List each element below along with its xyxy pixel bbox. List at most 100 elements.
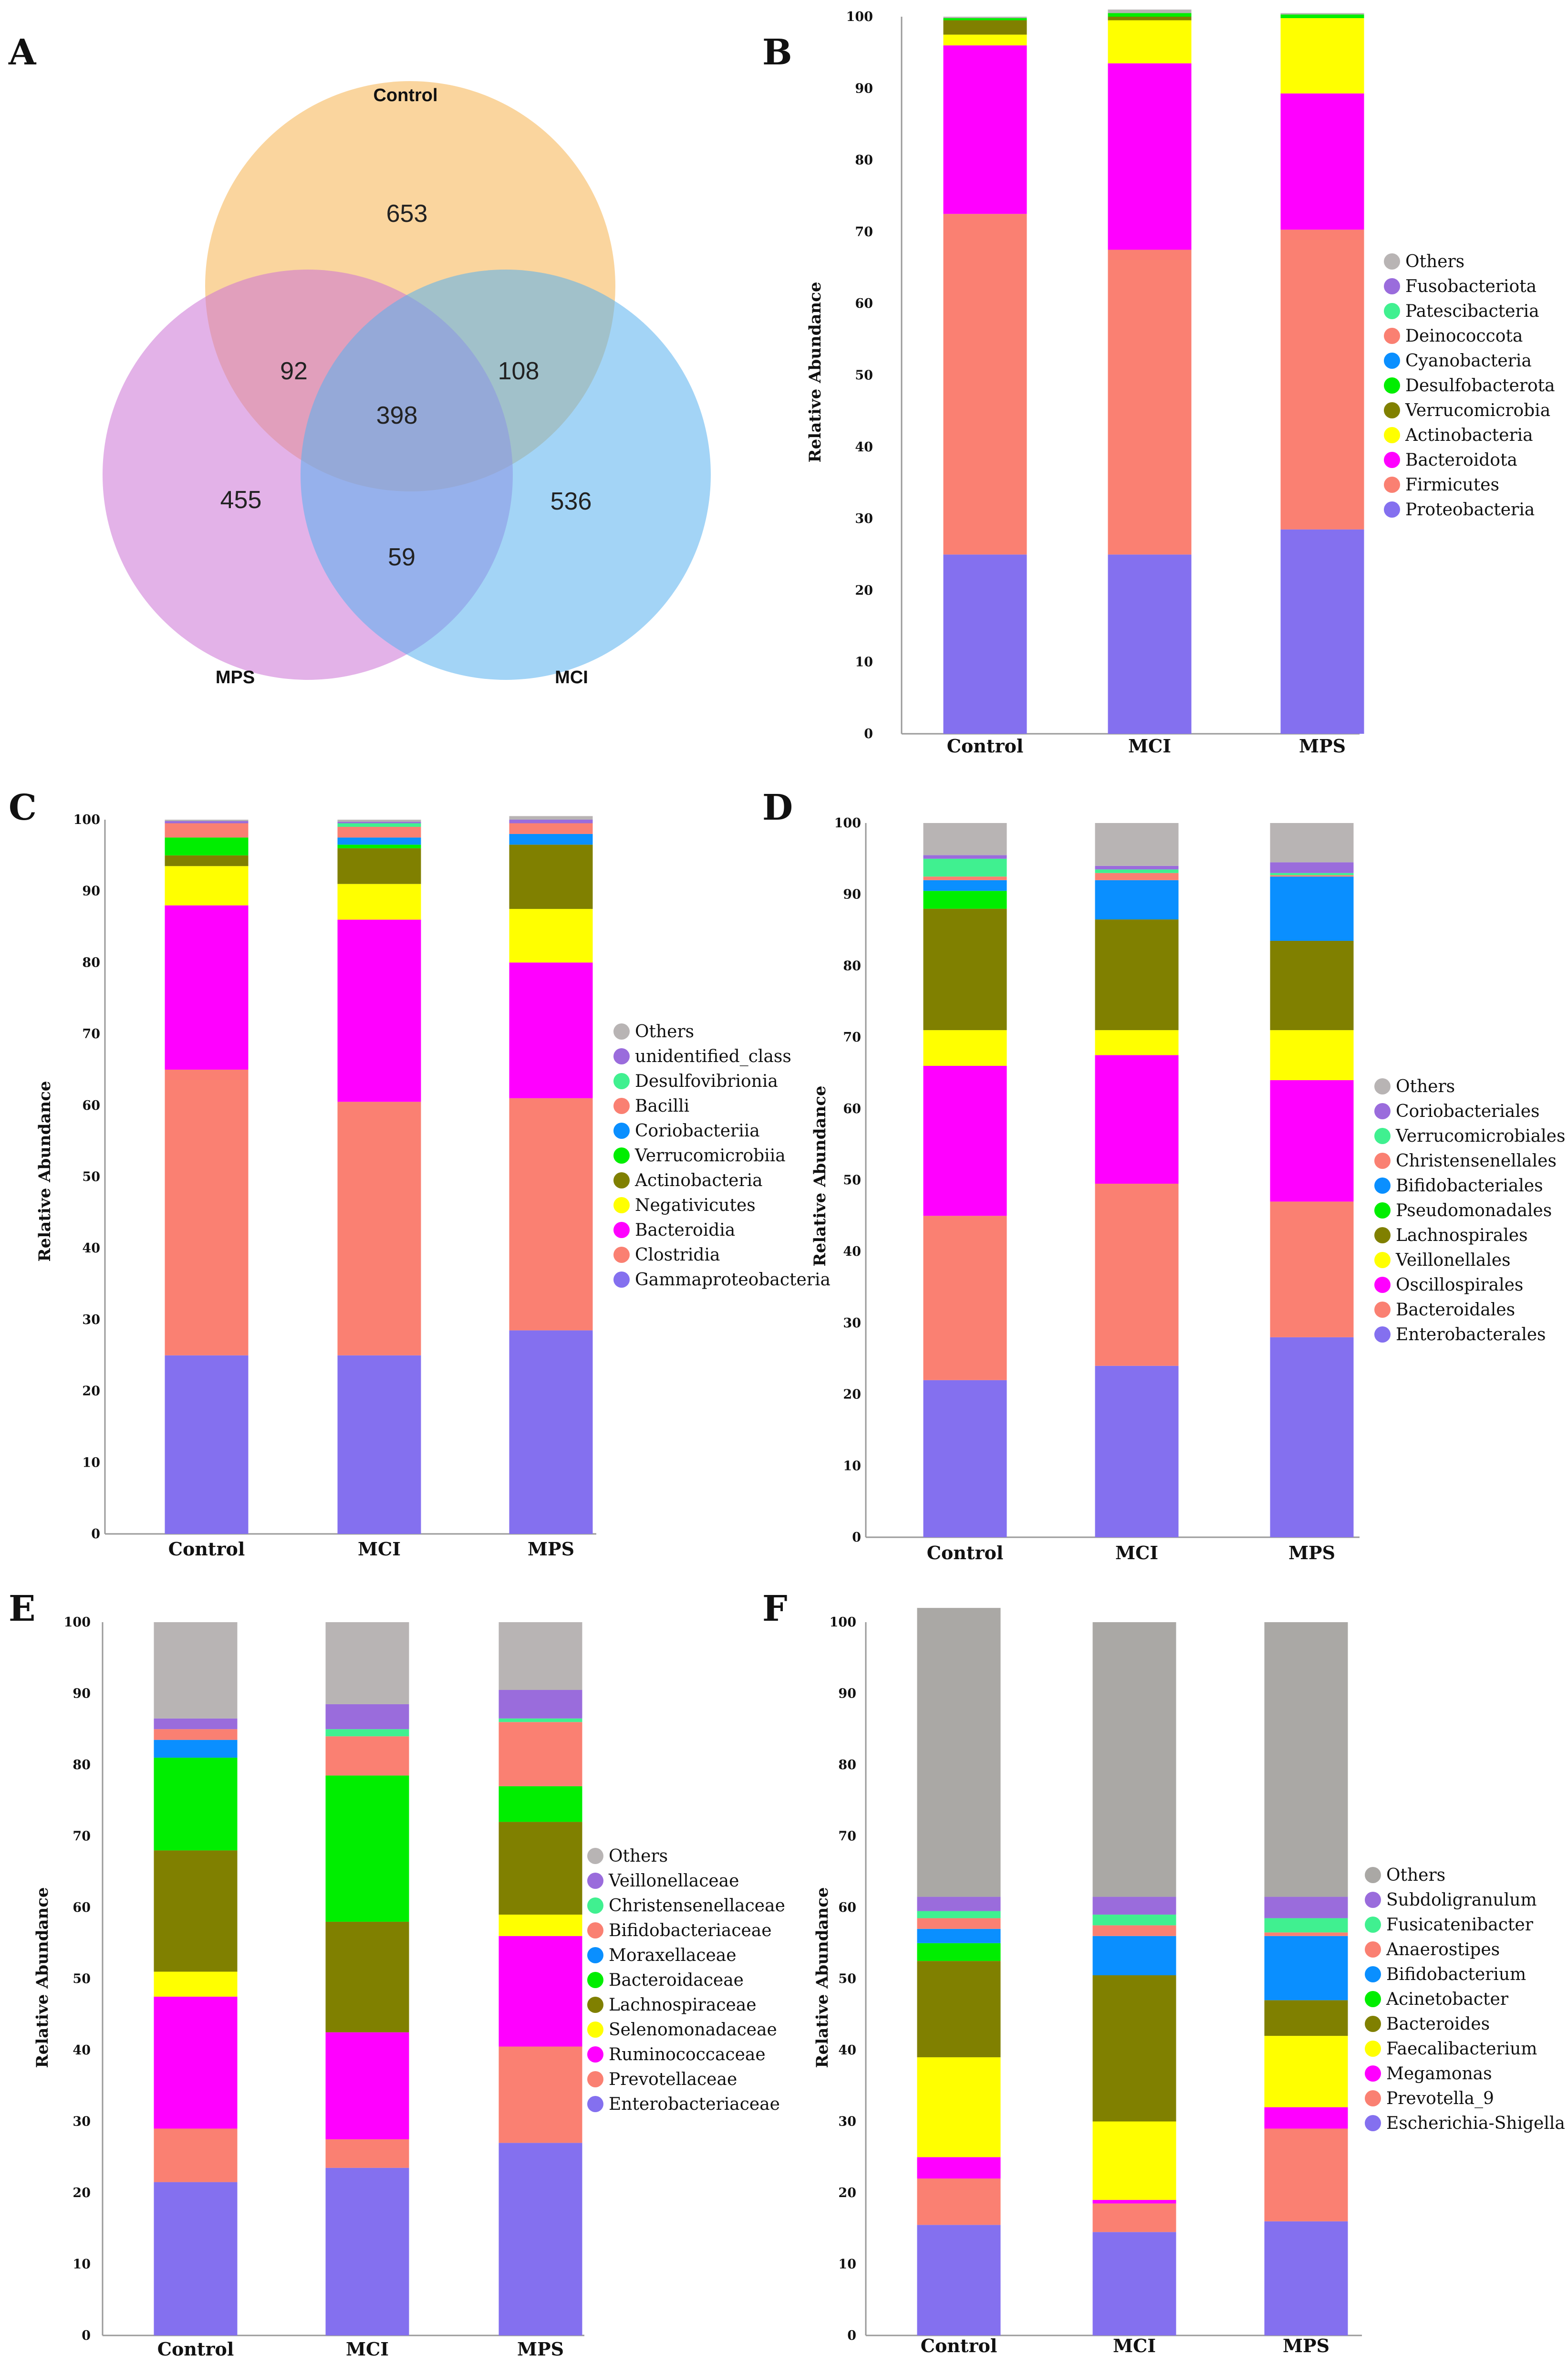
- venn-circle-mci: [301, 270, 711, 680]
- bar-segment-mci-2: [1092, 2199, 1176, 2204]
- legend-label: Christensenellales: [1396, 1151, 1557, 1171]
- legend-marker: [613, 1098, 630, 1114]
- legend-label: Others: [1405, 252, 1464, 271]
- bar-segment-mci-5: [325, 1775, 409, 1922]
- legend-marker: [587, 1997, 603, 2013]
- legend-label: Bifidobacterium: [1386, 1965, 1526, 1984]
- y-tick-label: 90: [82, 884, 100, 899]
- bar-segment-mps-2: [509, 962, 593, 1098]
- legend-marker: [1365, 1892, 1381, 1908]
- bar-segment-mps-0: [509, 1330, 593, 1534]
- legend-label: Enterobacteriaceae: [609, 2095, 780, 2114]
- y-tick-label: 50: [73, 1972, 91, 1987]
- y-tick-label: 90: [843, 887, 861, 902]
- y-tick-label: 100: [64, 1615, 91, 1630]
- y-tick-label: 30: [855, 511, 873, 526]
- y-tick-label: 80: [855, 153, 873, 168]
- legend-marker: [1384, 303, 1400, 319]
- bar-segment-control-10: [923, 823, 1007, 855]
- bar-segment-control-5: [165, 837, 249, 855]
- y-tick-label: 60: [82, 1098, 100, 1113]
- bar-segment-control-1: [943, 214, 1027, 555]
- bar-segment-mps-9: [509, 820, 593, 823]
- bar-segment-mci-7: [325, 1736, 409, 1776]
- legend-marker: [1374, 1227, 1391, 1243]
- y-tick-label: 20: [82, 1384, 100, 1399]
- y-tick-label: 40: [73, 2043, 91, 2058]
- legend-label: Coriobacteriales: [1396, 1102, 1540, 1121]
- y-tick-label: 0: [864, 727, 873, 741]
- bar-segment-control-9: [917, 1897, 1001, 1911]
- bar-segment-mps-3: [509, 909, 593, 963]
- bar-segment-control-1: [154, 2128, 238, 2182]
- bar-segment-mps-1: [509, 1098, 593, 1331]
- y-tick-label: 10: [82, 1455, 100, 1470]
- legend-marker: [1374, 1153, 1391, 1169]
- legend-label: Moraxellaceae: [609, 1946, 737, 1965]
- bar-segment-control-2: [165, 905, 249, 1070]
- bar-segment-mci-9: [337, 822, 421, 823]
- bar-segment-mci-4: [337, 848, 421, 884]
- legend-marker: [1384, 427, 1400, 443]
- bar-segment-mps-0: [498, 2143, 582, 2335]
- legend-label: Others: [1386, 1865, 1445, 1885]
- bar-chart-class: C 0 10 20 30 40 50 60 70 80 90 100 Relative Abundan…: [9, 787, 831, 1560]
- legend-label: Bacteroides: [1386, 2014, 1490, 2034]
- y-tick-label: 0: [91, 1527, 100, 1542]
- panel-letter-c: C: [9, 787, 37, 828]
- venn-count-control-mci: 108: [498, 357, 540, 385]
- bar-segment-mci-7: [337, 826, 421, 838]
- y-tick-label: 40: [843, 1244, 861, 1259]
- bar-segment-control-1: [165, 1069, 249, 1355]
- bar-segment-mps-7: [1264, 1932, 1348, 1936]
- x-category-label: MCI: [1113, 2335, 1156, 2356]
- y-tick-label: 70: [73, 1829, 91, 1844]
- bar-segment-mps-7: [498, 1722, 582, 1786]
- legend-label: Escherichia-Shigella: [1386, 2114, 1565, 2133]
- legend-label: Firmicutes: [1405, 475, 1499, 495]
- bar-segment-control-10: [165, 820, 249, 821]
- y-tick-label: 100: [846, 10, 873, 24]
- x-category-label: MPS: [1283, 2335, 1329, 2356]
- bar-segment-control-0: [165, 1355, 249, 1534]
- x-category-label: Control: [947, 735, 1024, 757]
- y-tick-label: 70: [82, 1027, 100, 1042]
- bar-segment-control-7: [154, 1729, 238, 1740]
- bar-segment-mci-8: [325, 1729, 409, 1737]
- legend-label: Actinobacteria: [634, 1171, 763, 1190]
- legend-marker: [1365, 1966, 1381, 1982]
- legend-marker: [1365, 2115, 1381, 2131]
- bar-segment-mci-1: [337, 1102, 421, 1355]
- bar-segment-mps-9: [1264, 1897, 1348, 1918]
- bar-segment-control-4: [943, 20, 1027, 35]
- bar-segment-mci-8: [337, 823, 421, 827]
- bar-segment-control-5: [917, 1943, 1001, 1961]
- bar-segment-mci-10: [1108, 9, 1192, 13]
- bar-segment-control-7: [165, 823, 249, 838]
- legend-marker: [1384, 477, 1400, 493]
- bar-segment-control-0: [943, 554, 1027, 734]
- legend-label: Veillonellaceae: [608, 1871, 739, 1891]
- legend-marker: [1374, 1202, 1391, 1219]
- y-tick-label: 100: [830, 1615, 856, 1630]
- y-tick-label: 40: [855, 440, 873, 455]
- y-axis-label: Relative Abundance: [810, 1085, 830, 1266]
- bar-segment-mci-1: [1092, 2203, 1176, 2232]
- legend-marker: [1384, 402, 1400, 418]
- legend-marker: [1384, 452, 1400, 468]
- legend-label: Bifidobacteriaceae: [609, 1921, 772, 1940]
- bar-segment-mci-6: [1092, 1936, 1176, 1976]
- legend-label: Prevotella_9: [1386, 2089, 1494, 2108]
- legend-marker: [1365, 1917, 1381, 1933]
- legend-marker: [1384, 377, 1400, 394]
- y-tick-label: 20: [843, 1387, 861, 1402]
- bar-segment-mci-4: [325, 1921, 409, 2032]
- venn-count-mps-mci: 59: [388, 543, 415, 571]
- legend-label: Ruminococcaceae: [609, 2045, 766, 2064]
- bar-segment-mci-1: [1095, 1183, 1179, 1366]
- bar-segment-mps-2: [1270, 1080, 1354, 1202]
- bar-segment-mci-9: [1092, 1897, 1176, 1915]
- bar-segment-control-7: [917, 1918, 1001, 1929]
- bar-segment-mps-10: [498, 1622, 582, 1690]
- legend-label: Others: [609, 1846, 668, 1866]
